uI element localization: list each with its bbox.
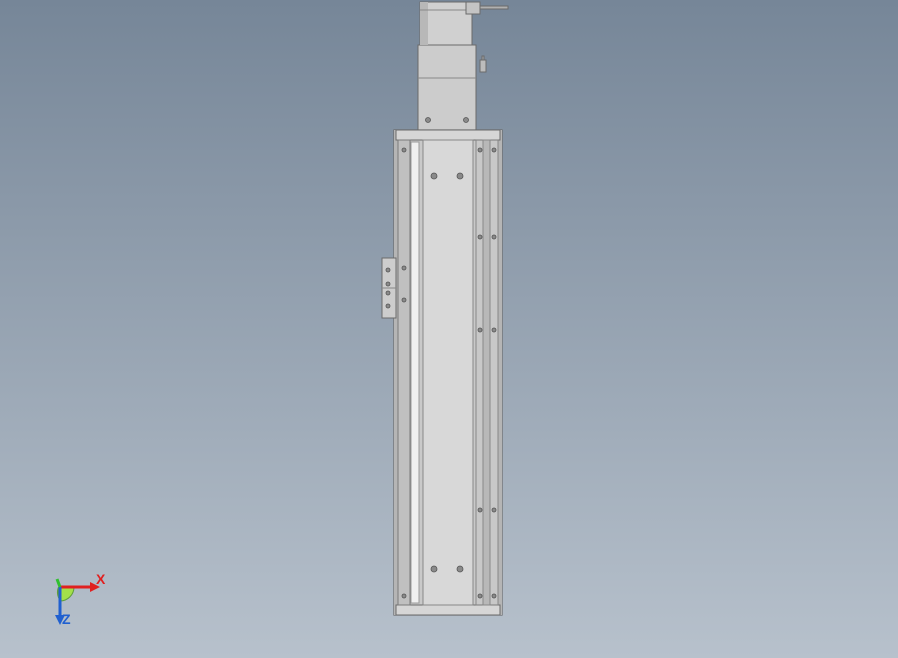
axis-z-label: Z [62,611,71,627]
orientation-triad[interactable]: X Z [40,553,120,633]
axis-x-label: X [96,571,105,587]
cad-viewport[interactable]: X Z [0,0,898,658]
model-render [0,0,898,658]
triad-svg [40,553,120,633]
